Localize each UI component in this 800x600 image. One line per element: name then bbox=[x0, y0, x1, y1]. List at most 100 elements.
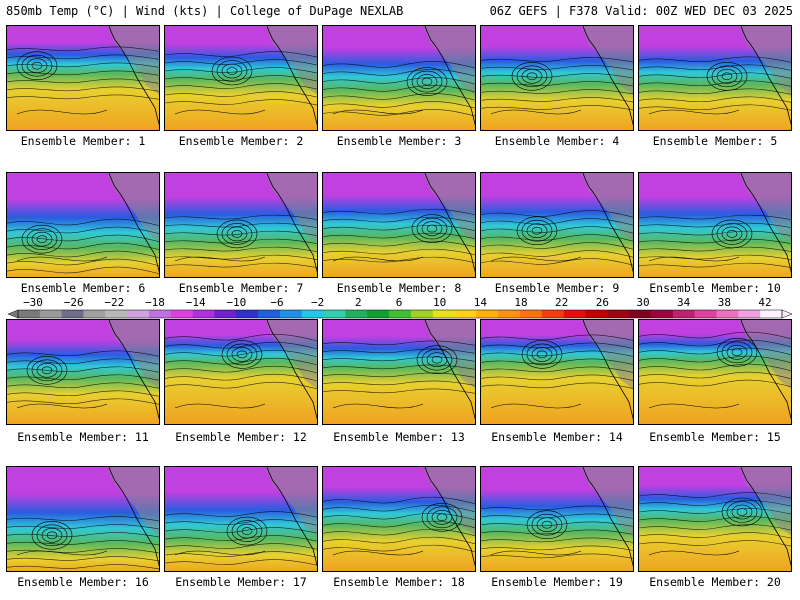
colorbar-segment bbox=[498, 310, 521, 318]
colorbar-tick-label: −30 bbox=[23, 296, 43, 309]
ensemble-member-caption: Ensemble Member: 1 bbox=[20, 134, 146, 148]
temperature-map bbox=[639, 26, 791, 130]
temperature-map bbox=[323, 320, 475, 424]
temperature-map bbox=[323, 467, 475, 571]
colorbar-segment bbox=[192, 310, 215, 318]
colorbar-segment bbox=[629, 310, 652, 318]
ensemble-panel-8 bbox=[322, 172, 476, 278]
temperature-map bbox=[165, 173, 317, 277]
colorbar-tick-label: −14 bbox=[186, 296, 206, 309]
ensemble-member-caption: Ensemble Member: 11 bbox=[17, 430, 149, 444]
temperature-map bbox=[481, 26, 633, 130]
ensemble-panel-12 bbox=[164, 319, 318, 425]
colorbar-segment bbox=[760, 310, 783, 318]
colorbar-left-arrow bbox=[7, 309, 19, 319]
colorbar-segment bbox=[367, 310, 390, 318]
ensemble-member-caption: Ensemble Member: 6 bbox=[20, 281, 146, 295]
colorbar-tick-label: −6 bbox=[270, 296, 283, 309]
colorbar-segment bbox=[607, 310, 630, 318]
colorbar-segment bbox=[738, 310, 761, 318]
ensemble-member-caption: Ensemble Member: 5 bbox=[652, 134, 778, 148]
colorbar-segment bbox=[432, 310, 456, 318]
temperature-map bbox=[7, 467, 159, 571]
colorbar-segment bbox=[694, 310, 718, 318]
colorbar-segment bbox=[345, 310, 368, 318]
colorbar-segment bbox=[83, 310, 106, 318]
ensemble-panel-2 bbox=[164, 25, 318, 131]
colorbar-segment bbox=[170, 310, 194, 318]
ensemble-panel-15 bbox=[638, 319, 792, 425]
colorbar-tick-label: 14 bbox=[474, 296, 488, 309]
colorbar-segment bbox=[651, 310, 674, 318]
ensemble-member-caption: Ensemble Member: 13 bbox=[333, 430, 465, 444]
colorbar-segment bbox=[672, 310, 696, 318]
ensemble-panel-14 bbox=[480, 319, 634, 425]
colorbar-tick-label: −22 bbox=[104, 296, 124, 309]
ensemble-panel-11 bbox=[6, 319, 160, 425]
ensemble-panel-4 bbox=[480, 25, 634, 131]
colorbar-segment bbox=[410, 310, 434, 318]
ensemble-member-caption: Ensemble Member: 3 bbox=[336, 134, 462, 148]
ensemble-panel-1 bbox=[6, 25, 160, 131]
ensemble-member-caption: Ensemble Member: 17 bbox=[175, 575, 307, 589]
colorbar-tick-label: 30 bbox=[636, 296, 649, 309]
colorbar-tick-label: 34 bbox=[677, 296, 691, 309]
colorbar-tick-label: −18 bbox=[145, 296, 165, 309]
ensemble-panel-13 bbox=[322, 319, 476, 425]
colorbar-segment bbox=[301, 310, 325, 318]
colorbar-segment bbox=[105, 310, 128, 318]
ensemble-member-caption: Ensemble Member: 7 bbox=[178, 281, 304, 295]
temperature-map bbox=[323, 26, 475, 130]
ensemble-panel-19 bbox=[480, 466, 634, 572]
colorbar-segment bbox=[585, 310, 608, 318]
temperature-map bbox=[7, 173, 159, 277]
colorbar-tick-label: 26 bbox=[596, 296, 609, 309]
temperature-map bbox=[639, 173, 791, 277]
colorbar-segment bbox=[323, 310, 346, 318]
colorbar-segment bbox=[476, 310, 499, 318]
ensemble-panel-7 bbox=[164, 172, 318, 278]
temperature-map bbox=[165, 320, 317, 424]
temperature-map bbox=[639, 467, 791, 571]
colorbar-tick-label: 18 bbox=[514, 296, 527, 309]
colorbar-segment bbox=[39, 310, 63, 318]
colorbar-segment bbox=[716, 310, 739, 318]
colorbar-segment bbox=[520, 310, 543, 318]
header-valid-time: 06Z GEFS | F378 Valid: 00Z WED DEC 03 20… bbox=[489, 4, 793, 18]
ensemble-member-caption: Ensemble Member: 16 bbox=[17, 575, 149, 589]
temperature-map bbox=[7, 320, 159, 424]
ensemble-member-caption: Ensemble Member: 20 bbox=[649, 575, 781, 589]
colorbar-segment bbox=[18, 310, 41, 318]
temperature-map bbox=[165, 467, 317, 571]
ensemble-member-caption: Ensemble Member: 8 bbox=[336, 281, 462, 295]
colorbar-segment bbox=[148, 310, 172, 318]
ensemble-member-caption: Ensemble Member: 18 bbox=[333, 575, 465, 589]
temperature-map bbox=[165, 26, 317, 130]
colorbar-segment bbox=[258, 310, 281, 318]
ensemble-panel-6 bbox=[6, 172, 160, 278]
colorbar-segment bbox=[389, 310, 412, 318]
colorbar-tick-label: 38 bbox=[718, 296, 731, 309]
ensemble-member-caption: Ensemble Member: 12 bbox=[175, 430, 307, 444]
temperature-map bbox=[481, 320, 633, 424]
temperature-map bbox=[481, 467, 633, 571]
colorbar-tick-label: 42 bbox=[758, 296, 771, 309]
ensemble-member-caption: Ensemble Member: 14 bbox=[491, 430, 623, 444]
ensemble-panel-20 bbox=[638, 466, 792, 572]
ensemble-member-caption: Ensemble Member: 9 bbox=[494, 281, 620, 295]
header-title: 850mb Temp (°C) | Wind (kts) | College o… bbox=[6, 4, 404, 18]
temperature-map bbox=[323, 173, 475, 277]
colorbar-segment bbox=[127, 310, 150, 318]
colorbar-tick-label: 10 bbox=[433, 296, 446, 309]
ensemble-panel-5 bbox=[638, 25, 792, 131]
ensemble-panel-17 bbox=[164, 466, 318, 572]
ensemble-member-caption: Ensemble Member: 4 bbox=[494, 134, 620, 148]
ensemble-member-caption: Ensemble Member: 2 bbox=[178, 134, 304, 148]
temperature-map bbox=[639, 320, 791, 424]
colorbar-tick-label: −2 bbox=[311, 296, 324, 309]
ensemble-member-caption: Ensemble Member: 19 bbox=[491, 575, 623, 589]
temperature-map bbox=[481, 173, 633, 277]
colorbar-right-arrow bbox=[781, 309, 793, 319]
colorbar-segment bbox=[279, 310, 303, 318]
ensemble-panel-18 bbox=[322, 466, 476, 572]
